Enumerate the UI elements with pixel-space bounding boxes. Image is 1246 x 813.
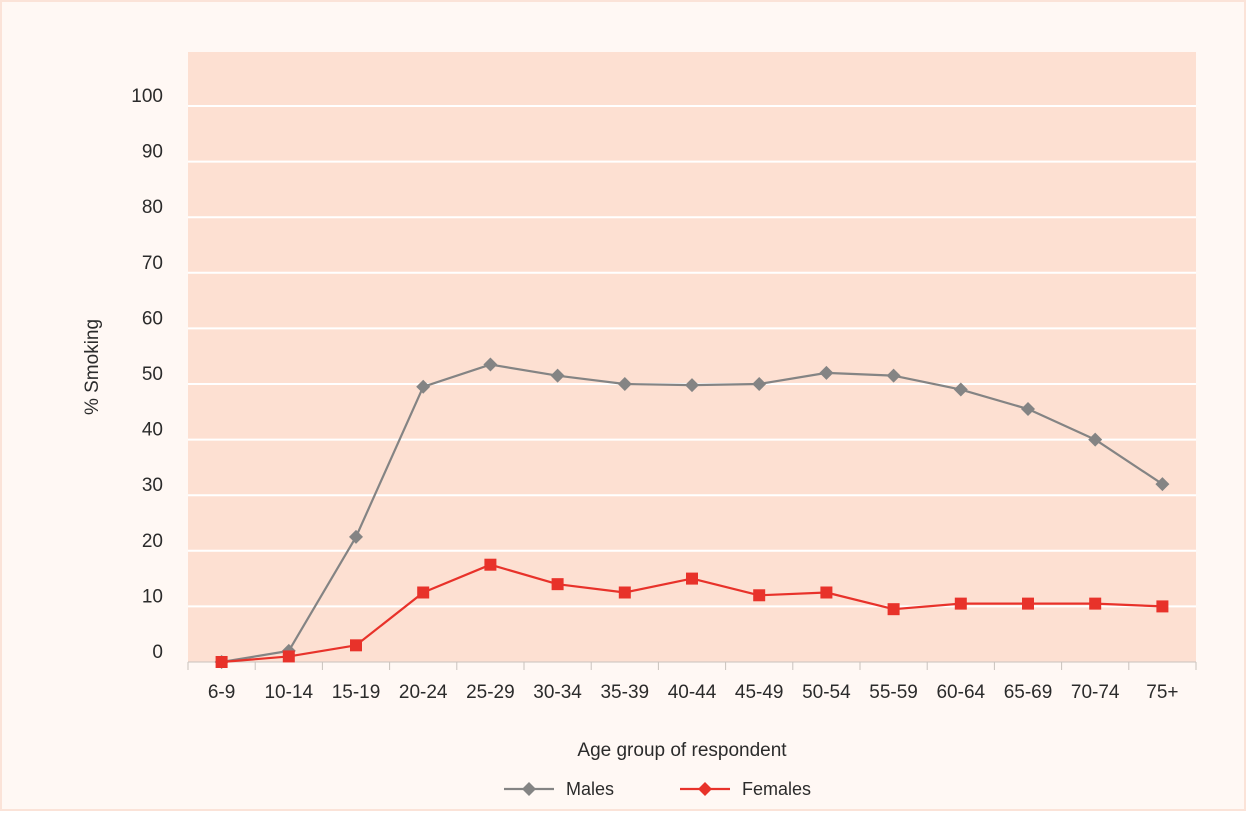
data-point: [886, 368, 901, 383]
legend-item-males: Males: [504, 779, 614, 799]
x-tick-label: 15-19: [332, 682, 381, 703]
data-point: [753, 589, 766, 602]
x-tick-labels: 6-9 10-14 15-19 20-24 25-29 30-34 35-39 40-44 45…: [208, 682, 1179, 703]
data-point: [417, 586, 430, 599]
y-tick-label: 0: [152, 642, 163, 663]
y-tick-label: 60: [142, 308, 163, 329]
data-point: [1021, 402, 1035, 417]
data-point: [350, 639, 362, 652]
x-tick-label: 55-59: [869, 682, 918, 703]
data-point: [551, 578, 564, 591]
data-point: [1089, 597, 1102, 610]
data-point: [1155, 477, 1170, 492]
x-tick-label: 65-69: [1004, 682, 1053, 703]
x-tick-label: 30-34: [533, 682, 582, 703]
legend-marker: [522, 782, 536, 796]
series-females: [215, 558, 1169, 668]
data-point: [484, 558, 497, 571]
data-point: [954, 597, 967, 610]
data-point: [685, 378, 699, 393]
data-point: [1088, 432, 1103, 447]
data-point: [215, 656, 228, 668]
y-tick-label: 90: [142, 142, 163, 163]
y-tick-label: 20: [142, 531, 163, 552]
y-tick-labels: 0 10 20 30 40 50 60 70 80 90 100: [131, 86, 163, 663]
x-tick-label: 75+: [1146, 682, 1178, 703]
x-tick-label: 35-39: [600, 682, 649, 703]
x-tick-label: 20-24: [399, 682, 448, 703]
data-point: [819, 365, 834, 380]
y-tick-label: 40: [142, 420, 163, 441]
x-tick-label: 25-29: [466, 682, 515, 703]
data-point: [752, 377, 767, 391]
y-tick-label: 30: [142, 475, 163, 496]
x-tick-label: 70-74: [1071, 682, 1120, 703]
series-layer: [214, 357, 1170, 669]
data-point: [887, 603, 900, 616]
data-point: [1022, 597, 1034, 610]
legend-label: Males: [566, 779, 614, 799]
data-point: [686, 572, 698, 585]
data-point: [953, 382, 968, 397]
y-tick-label: 50: [142, 364, 163, 385]
x-tick-label: 50-54: [802, 682, 851, 703]
legend-item-females: Females: [680, 779, 811, 799]
x-tick-label: 10-14: [264, 682, 313, 703]
data-point: [282, 650, 295, 663]
y-tick-label: 100: [131, 86, 163, 107]
x-tick-label: 6-9: [208, 682, 235, 703]
x-tick-label: 40-44: [668, 682, 717, 703]
x-tick-label: 45-49: [735, 682, 784, 703]
data-point: [820, 586, 833, 599]
data-point: [416, 379, 431, 394]
y-tick-label: 80: [142, 197, 163, 218]
data-point: [1156, 600, 1169, 613]
legend-marker: [698, 782, 712, 796]
y-axis-title: % Smoking: [82, 319, 103, 415]
data-point: [483, 357, 498, 372]
plot-area: [188, 52, 1196, 662]
y-tick-label: 70: [142, 253, 163, 274]
y-tick-label: 10: [142, 586, 163, 607]
x-axis: [187, 661, 1197, 670]
legend-label: Females: [742, 779, 811, 799]
data-point: [617, 377, 632, 391]
data-point: [550, 368, 565, 383]
data-point: [349, 529, 363, 544]
x-axis-title: Age group of respondent: [577, 740, 787, 761]
legend: Males Females: [504, 779, 811, 799]
data-point: [618, 586, 631, 599]
x-tick-label: 60-64: [936, 682, 985, 703]
